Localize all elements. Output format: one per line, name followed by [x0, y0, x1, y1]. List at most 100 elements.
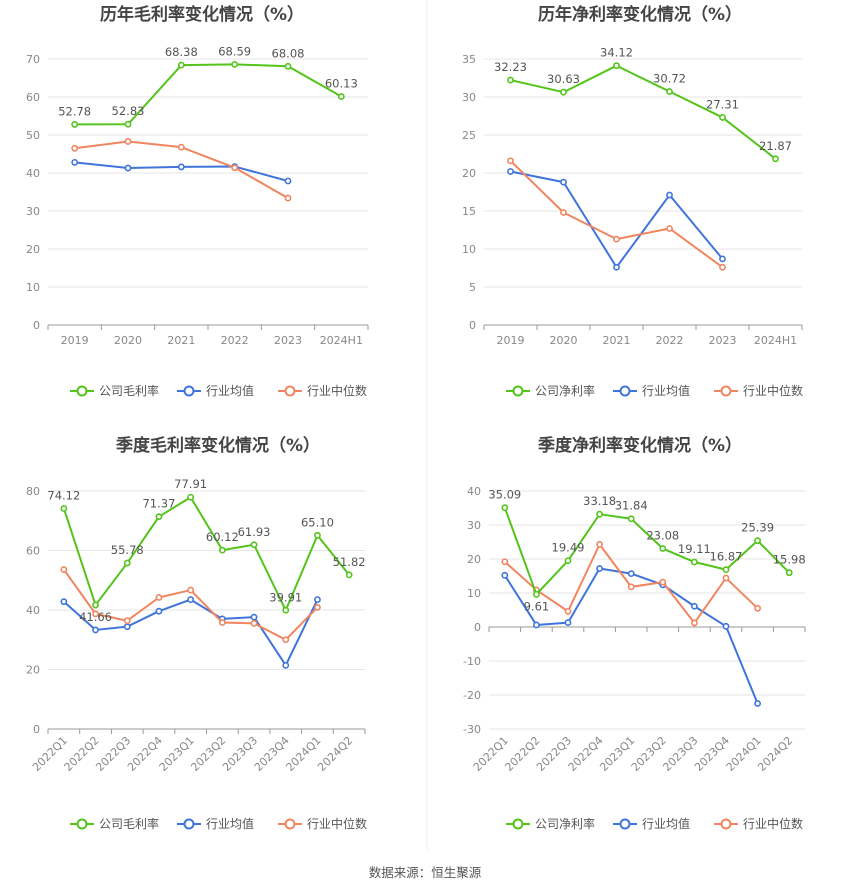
x-tick-label: 2020 [114, 334, 142, 347]
x-tick-label: 2023 [274, 334, 302, 347]
y-tick-label: 20 [26, 664, 40, 677]
legend-label-2: 行业均值 [206, 383, 254, 398]
data-label: 61.93 [238, 525, 271, 539]
legend-label-2: 行业均值 [206, 816, 254, 831]
data-point [282, 636, 290, 644]
y-tick-label: 5 [469, 281, 476, 294]
data-point [507, 76, 514, 84]
series-line-1 [510, 64, 777, 160]
legend-label-3: 行业中位数 [743, 383, 803, 398]
y-tick-label: 40 [26, 167, 40, 180]
data-label: 19.11 [678, 542, 711, 556]
x-tick-label: 2019 [497, 334, 525, 347]
y-tick-label: 40 [26, 604, 40, 617]
data-label: 71.37 [142, 497, 175, 511]
data-point [155, 513, 163, 521]
y-tick-label: 70 [26, 53, 40, 66]
legend-marker-1 [512, 385, 524, 397]
y-tick-label: 10 [26, 281, 40, 294]
data-label: 35.09 [488, 488, 521, 502]
series-line-1 [74, 63, 342, 126]
data-point [659, 545, 667, 552]
chart-title: 季度净利率变化情况（%） [538, 435, 742, 456]
data-point [613, 263, 620, 271]
y-tick-label: 10 [462, 243, 476, 256]
data-label: 52.83 [112, 104, 145, 118]
data-label: 19.49 [552, 541, 585, 555]
y-tick-label: -20 [463, 689, 481, 702]
legend-label-1: 公司净利率 [535, 816, 595, 831]
data-label: 60.13 [325, 77, 358, 91]
data-point [231, 60, 239, 68]
data-point [124, 164, 132, 172]
y-tick-label: 35 [462, 53, 476, 66]
data-point [92, 601, 99, 609]
y-tick-label: 25 [462, 129, 476, 142]
data-point [284, 194, 292, 202]
data-point [60, 566, 68, 573]
data-point [71, 144, 79, 152]
y-tick-label: 0 [33, 723, 40, 736]
data-point [92, 610, 99, 618]
legend-marker-2 [183, 385, 195, 397]
data-point [282, 606, 290, 614]
data-point [659, 578, 667, 586]
data-point [564, 557, 572, 565]
data-point [250, 541, 258, 549]
data-point [533, 590, 540, 598]
y-tick-label: 10 [467, 587, 481, 600]
legend-label-1: 公司净利率 [535, 383, 595, 398]
data-point [507, 168, 514, 175]
data-point [60, 598, 68, 606]
y-tick-label: 80 [26, 485, 40, 498]
data-label: 23.08 [646, 529, 679, 543]
data-point [507, 157, 514, 165]
y-tick-label: 60 [26, 91, 40, 104]
data-point [60, 505, 68, 512]
legend-marker-2 [619, 385, 631, 397]
x-tick-label: 2019 [61, 334, 89, 347]
data-point [596, 510, 603, 518]
series-line-1 [62, 496, 350, 612]
data-point [250, 613, 258, 621]
data-label: 55.78 [111, 543, 144, 557]
chart-panel-2: 历年净利率变化情况（%） 0 5 10 15 20 25 30 35 2019 2020 2021 20… [462, 4, 803, 398]
legend-marker-3 [284, 818, 296, 830]
data-label: 31.84 [615, 499, 648, 513]
x-tick-label: 2022 [656, 334, 684, 347]
chart-title: 历年净利率变化情况（%） [538, 4, 742, 25]
y-tick-label: 0 [474, 621, 481, 634]
data-point [722, 566, 730, 574]
x-tick-label: 2020 [550, 334, 578, 347]
data-point [177, 163, 185, 171]
data-point [71, 158, 79, 166]
data-point [282, 661, 290, 669]
data-label: 30.63 [547, 72, 580, 86]
data-point [71, 121, 79, 128]
legend-marker-1 [512, 818, 524, 830]
y-tick-label: -10 [463, 655, 481, 668]
data-point [785, 569, 793, 577]
data-point [155, 607, 163, 615]
data-point [613, 62, 620, 70]
data-point [123, 617, 131, 625]
data-label: 25.39 [741, 521, 774, 535]
y-tick-label: 30 [26, 205, 40, 218]
data-point [722, 622, 730, 630]
data-point [218, 619, 226, 626]
data-label: 16.87 [710, 550, 743, 564]
chart-panel-1: 历年毛利率变化情况（%） 0 10 20 30 40 50 60 70 2019 2020 2021 2… [26, 4, 369, 398]
data-point [123, 623, 131, 631]
data-point [666, 191, 673, 199]
data-point [596, 565, 603, 572]
data-point [501, 571, 509, 579]
data-point [627, 583, 635, 591]
data-point [155, 594, 163, 601]
legend-marker-2 [183, 818, 195, 830]
legend-marker-3 [720, 385, 732, 397]
data-label: 32.23 [494, 60, 527, 74]
data-point [560, 88, 567, 96]
y-tick-label: 20 [462, 167, 476, 180]
data-point [627, 515, 635, 523]
